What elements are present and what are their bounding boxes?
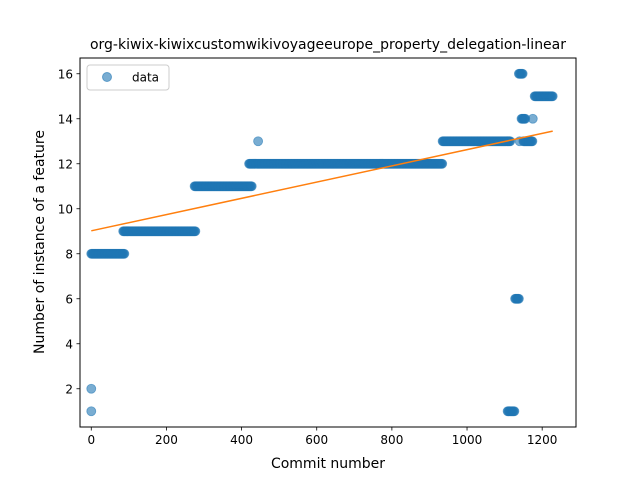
data-point	[190, 226, 201, 237]
data-point	[513, 293, 524, 304]
plot-frame	[79, 57, 577, 428]
data-point	[517, 68, 528, 79]
data-points	[86, 68, 558, 417]
data-point	[86, 383, 97, 394]
y-tick-label: 14	[58, 112, 73, 126]
fit-line	[91, 130, 553, 232]
x-tick-label: 600	[305, 433, 328, 447]
x-tick-label: 0	[87, 433, 95, 447]
y-tick-label: 16	[58, 67, 73, 81]
y-tick-label: 6	[65, 292, 73, 306]
y-tick-label: 4	[65, 337, 73, 351]
x-tick-label: 1000	[452, 433, 483, 447]
trend-line	[91, 130, 553, 232]
x-tick-label: 800	[380, 433, 403, 447]
data-point	[527, 113, 538, 124]
data-point	[527, 136, 538, 147]
data-point	[437, 158, 448, 169]
y-axis-ticks: 2 4 6 8 10 12 14 16	[58, 67, 80, 396]
y-tick-label: 2	[65, 382, 73, 396]
data-point	[547, 91, 558, 102]
data-point	[86, 406, 97, 417]
x-tick-label: 1200	[527, 433, 558, 447]
y-tick-label: 12	[58, 157, 73, 171]
y-axis-label: Number of instance of a feature	[32, 130, 48, 354]
legend-box	[86, 64, 170, 91]
legend: data	[86, 64, 170, 91]
legend-marker-data	[102, 72, 112, 82]
data-point	[253, 136, 264, 147]
legend-label-data: data	[132, 71, 159, 85]
x-tick-label: 200	[155, 433, 178, 447]
data-point	[509, 406, 520, 417]
chart-title: org-kiwix-kiwixcustomwikivoyageeurope_pr…	[90, 37, 566, 53]
x-tick-label: 400	[230, 433, 253, 447]
x-axis-ticks: 0 200 400 600 800 1000 1200	[87, 427, 557, 447]
x-axis-label: Commit number	[271, 456, 385, 472]
y-tick-label: 10	[58, 202, 73, 216]
data-point	[119, 248, 130, 259]
data-point	[246, 181, 257, 192]
y-tick-label: 8	[65, 247, 73, 261]
